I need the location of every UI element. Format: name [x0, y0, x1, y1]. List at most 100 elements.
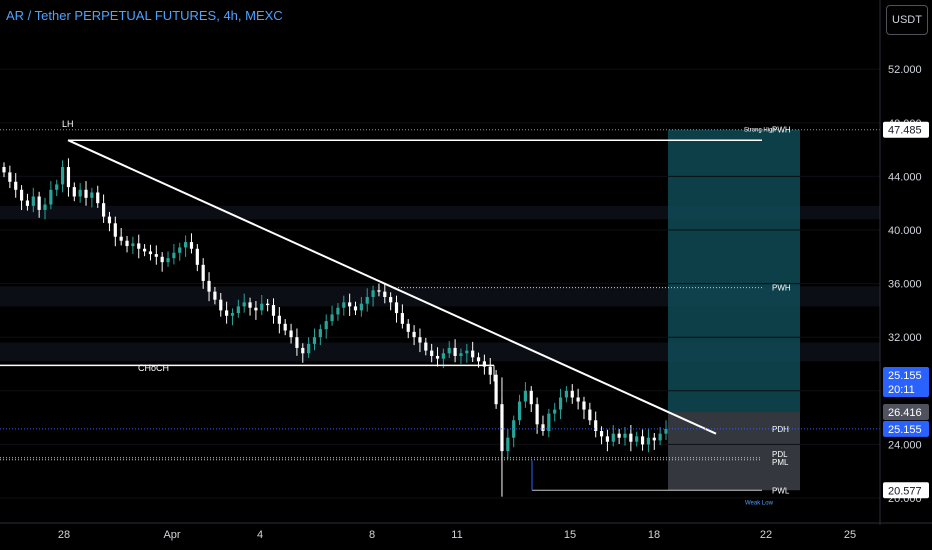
candle [623, 433, 627, 438]
candle [213, 291, 217, 300]
candle [312, 337, 317, 344]
candle [78, 189, 82, 197]
candle [342, 302, 346, 308]
candle [14, 181, 18, 190]
time-tick-label: 18 [648, 529, 660, 541]
candle [19, 189, 24, 201]
candle [471, 350, 475, 358]
choch-label: CHoCH [138, 363, 169, 373]
candle [283, 323, 287, 331]
candle [582, 401, 586, 410]
candle [494, 374, 498, 405]
candle [236, 306, 240, 314]
candle [2, 167, 6, 173]
price-tick-label: 36.000 [888, 279, 922, 291]
candle [383, 291, 387, 297]
candle [482, 361, 486, 367]
price-tick-label: 44.000 [888, 171, 922, 183]
candle [640, 436, 645, 445]
candle [599, 431, 604, 437]
candle [400, 313, 404, 324]
candle [435, 355, 440, 359]
candle [37, 196, 41, 210]
candle [476, 357, 481, 362]
level-label-pml: PML [772, 458, 789, 467]
candle [576, 397, 580, 402]
candle [517, 401, 522, 421]
candle [295, 337, 299, 348]
price-tag [883, 121, 929, 138]
price-tick-label: 40.000 [888, 225, 922, 237]
candle [353, 306, 358, 311]
candle [564, 390, 569, 398]
candle [230, 313, 235, 316]
candle [242, 302, 246, 307]
level-label-pwh: PWH [772, 126, 791, 135]
candle [148, 251, 153, 255]
candles-group [2, 158, 668, 497]
candle [49, 189, 53, 205]
candle [547, 413, 551, 431]
price-tick-label: 24.000 [888, 439, 922, 451]
target-zone [668, 129, 800, 413]
candle [359, 303, 363, 311]
candle [365, 297, 369, 304]
candle [424, 342, 428, 351]
candle [101, 203, 106, 217]
candle [541, 424, 545, 431]
candle [594, 420, 598, 431]
candle [289, 330, 293, 338]
price-tick-label: 52.000 [888, 64, 922, 76]
candle [371, 290, 375, 297]
candle [154, 254, 158, 257]
candle [266, 303, 270, 306]
time-tick-label: 8 [369, 529, 375, 541]
candle [441, 353, 445, 359]
candle [137, 243, 141, 249]
candle [318, 329, 322, 338]
candle [143, 248, 147, 252]
candle [377, 290, 381, 292]
price-tag-label: 25.155 [888, 370, 922, 382]
candle [605, 436, 610, 442]
candle [119, 236, 123, 241]
strong-high-label: Strong High [744, 128, 776, 134]
price-axis: 52.00048.00044.00040.00036.00032.00028.0… [888, 64, 922, 505]
candle [664, 428, 668, 434]
candle [348, 302, 352, 307]
candle [611, 433, 615, 442]
candle [90, 192, 94, 198]
candle [107, 216, 112, 224]
candle [207, 280, 211, 292]
time-tick-label: Apr [163, 529, 180, 541]
candle [629, 433, 633, 442]
supply-demand-band [0, 342, 880, 362]
time-tick-label: 28 [58, 529, 70, 541]
candle [658, 433, 662, 441]
candle [55, 184, 59, 190]
candle [553, 409, 557, 414]
candle [195, 248, 199, 265]
candle [529, 390, 533, 405]
candle [166, 258, 170, 263]
level-label-pwh: PWH [772, 284, 791, 293]
price-tag [883, 482, 929, 499]
time-tick-label: 4 [257, 529, 263, 541]
price-tag [883, 404, 929, 421]
currency-button[interactable]: USDT [886, 5, 928, 35]
lh-label: LH [62, 119, 74, 129]
candle [447, 347, 451, 354]
weak-low-label: Weak Low [745, 500, 774, 506]
candle [465, 350, 469, 354]
candle [66, 167, 71, 188]
price-tag-label: 20.577 [888, 485, 922, 497]
candle [523, 390, 527, 402]
stop-zone [668, 412, 800, 491]
candle [617, 433, 621, 438]
price-tag [883, 367, 929, 397]
candle [330, 314, 334, 322]
candle [336, 307, 340, 315]
chart-title: AR / Tether PERPETUAL FUTURES, 4h, MEXC [6, 8, 283, 23]
candle [558, 397, 563, 410]
